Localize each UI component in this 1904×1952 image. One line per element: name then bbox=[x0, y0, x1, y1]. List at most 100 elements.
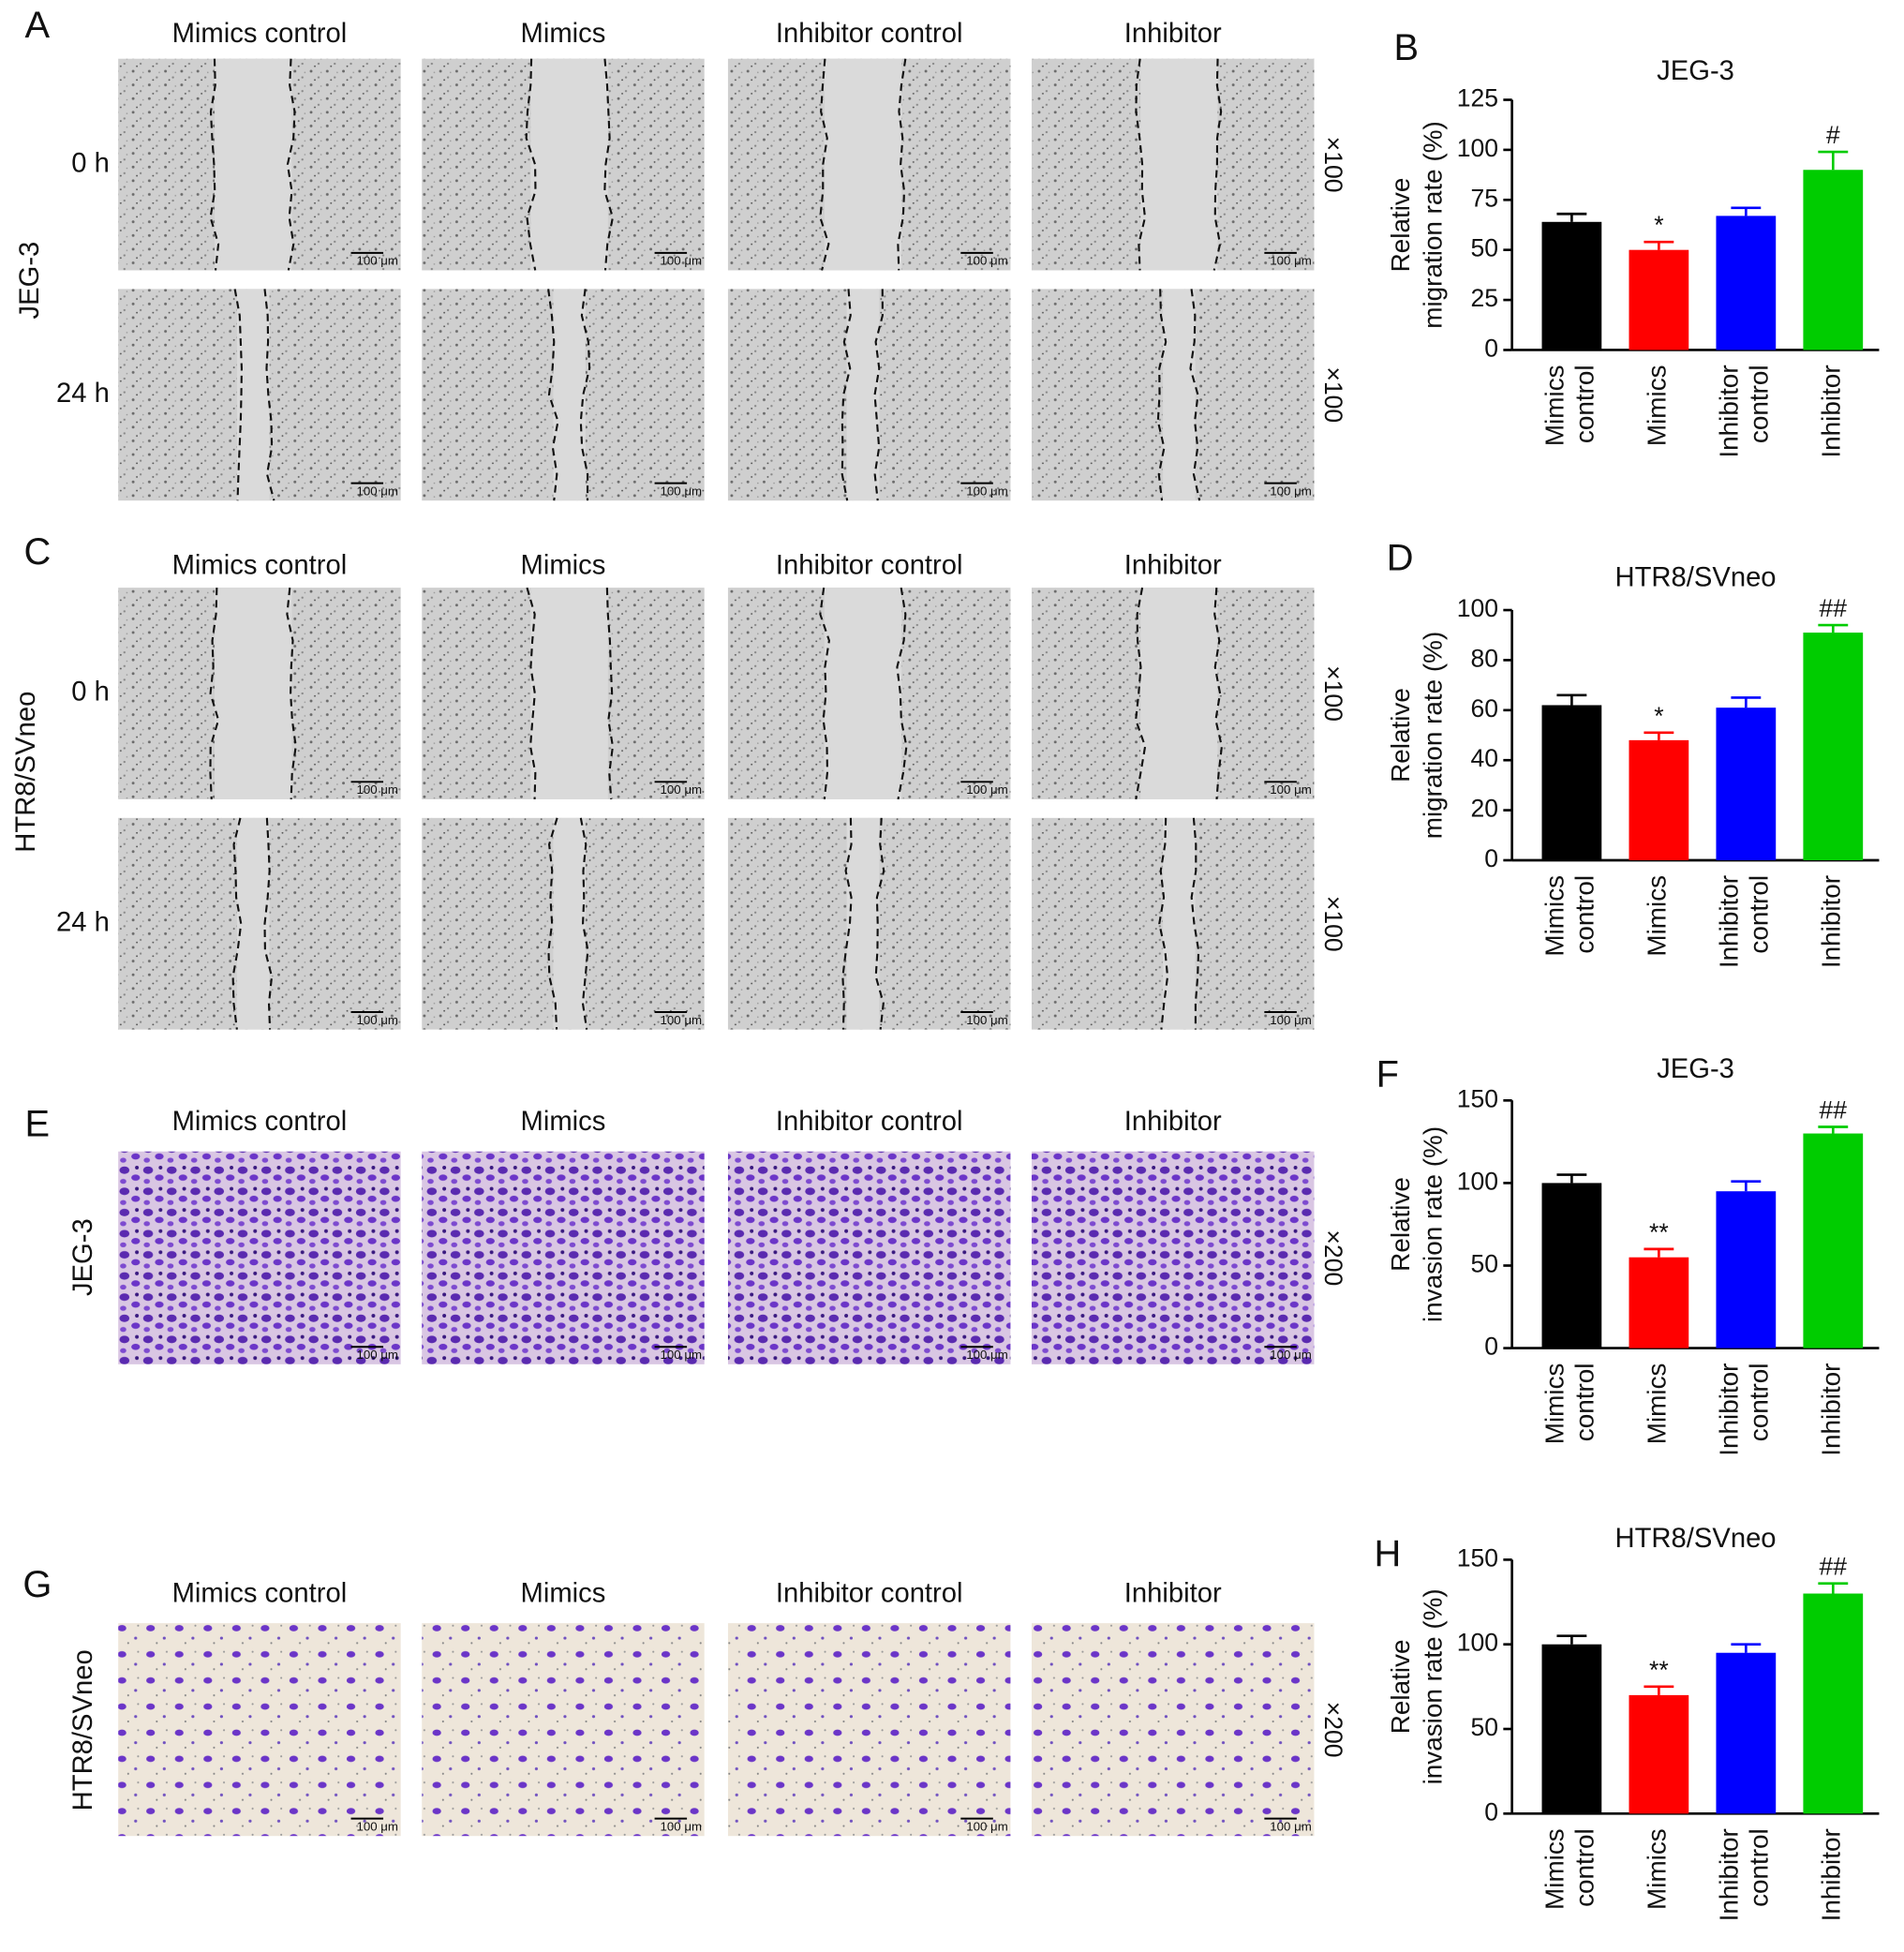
wound-gap bbox=[846, 817, 880, 1030]
scale-bar-label: 100 μm bbox=[356, 1819, 398, 1833]
x-tick-label: Mimics bbox=[1643, 365, 1672, 446]
x-tick-label: Mimicscontrol bbox=[1540, 875, 1599, 957]
wound-edge bbox=[1212, 58, 1223, 271]
y-axis-label: Relative bbox=[1386, 1639, 1415, 1734]
chart-title: JEG-3 bbox=[1657, 56, 1734, 86]
x-tick-label: Inhibitor bbox=[1817, 365, 1846, 457]
wound-edge bbox=[896, 587, 908, 800]
panel-letter: F bbox=[1376, 1054, 1399, 1095]
y-tick-label: 40 bbox=[1471, 744, 1499, 772]
bar bbox=[1716, 1191, 1777, 1349]
cell-line-label: JEG-3 bbox=[68, 1218, 98, 1296]
wound-gap bbox=[1140, 588, 1218, 799]
y-axis-label: Relative bbox=[1386, 178, 1415, 273]
x-tick-label-line: Mimics bbox=[1540, 365, 1569, 446]
y-tick-label: 50 bbox=[1471, 1713, 1499, 1741]
column-header: Inhibitor bbox=[1124, 1578, 1222, 1608]
y-tick-label: 100 bbox=[1457, 1629, 1498, 1657]
scale-bar-label: 100 μm bbox=[966, 1013, 1008, 1027]
wound-gap bbox=[1163, 289, 1196, 501]
y-tick-label: 60 bbox=[1471, 694, 1499, 723]
scale-bar-label: 100 μm bbox=[1270, 1013, 1312, 1027]
x-tick-label-line: Inhibitor bbox=[1715, 1828, 1744, 1921]
scale-bar-label: 100 μm bbox=[966, 782, 1008, 797]
y-tick-label: 150 bbox=[1457, 1543, 1498, 1572]
scale-bar-label: 100 μm bbox=[356, 484, 398, 498]
x-tick-label: Inhibitorcontrol bbox=[1715, 1363, 1774, 1456]
x-tick-label-line: Inhibitor bbox=[1715, 1363, 1744, 1456]
magnification: ×100 bbox=[1319, 366, 1347, 423]
wound-gap bbox=[824, 588, 902, 799]
column-header: Inhibitor control bbox=[776, 1578, 963, 1608]
wound-edge bbox=[1190, 817, 1200, 1030]
wound-edge bbox=[525, 58, 537, 271]
wound-gap bbox=[553, 817, 586, 1030]
y-tick-label: 150 bbox=[1457, 1084, 1498, 1112]
wound-edge bbox=[897, 58, 907, 271]
bar bbox=[1541, 705, 1602, 860]
panel-letter: B bbox=[1393, 27, 1419, 68]
scale-bar-label: 100 μm bbox=[356, 1013, 398, 1027]
wound-edge bbox=[874, 817, 885, 1030]
magnification: ×100 bbox=[1319, 665, 1347, 722]
y-axis-label: invasion rate (%) bbox=[1419, 1126, 1448, 1322]
y-tick-label: 50 bbox=[1471, 1250, 1499, 1278]
wound-edge bbox=[231, 817, 243, 1030]
wound-gap bbox=[530, 58, 608, 271]
wound-edge bbox=[1156, 289, 1168, 501]
y-axis-label: Relative bbox=[1386, 1177, 1415, 1272]
micrograph bbox=[727, 1623, 1011, 1837]
x-tick-label-line: control bbox=[1745, 1828, 1774, 1907]
significance-mark: * bbox=[1654, 702, 1663, 730]
y-tick-label: 75 bbox=[1471, 184, 1499, 212]
y-tick-label: 25 bbox=[1471, 284, 1499, 312]
wound-edge bbox=[1158, 817, 1169, 1030]
x-tick-label-line: Inhibitor bbox=[1715, 875, 1744, 968]
scale-bar-label: 100 μm bbox=[966, 1348, 1008, 1362]
wound-gap bbox=[824, 58, 902, 271]
scale-bar-label: 100 μm bbox=[661, 1013, 703, 1027]
cell-line-label: HTR8/SVneo bbox=[11, 692, 41, 853]
wound-edge bbox=[1135, 58, 1147, 271]
x-tick-label: Mimics bbox=[1643, 875, 1672, 957]
x-tick-label-line: control bbox=[1570, 365, 1599, 443]
micrograph bbox=[118, 1151, 401, 1364]
significance-mark: ## bbox=[1820, 1553, 1848, 1581]
x-tick-label: Mimics bbox=[1643, 1828, 1672, 1910]
wound-gap bbox=[553, 289, 586, 501]
x-tick-label: Mimicscontrol bbox=[1540, 1828, 1599, 1910]
wound-gap bbox=[1140, 58, 1218, 271]
scale-bar-label: 100 μm bbox=[356, 1348, 398, 1362]
wound-edge bbox=[209, 58, 220, 271]
bar bbox=[1541, 1644, 1602, 1814]
x-tick-label: Inhibitorcontrol bbox=[1715, 1828, 1774, 1921]
wound-edge bbox=[286, 588, 297, 799]
x-tick-label: Mimicscontrol bbox=[1540, 1363, 1599, 1445]
column-header: Mimics control bbox=[172, 1578, 348, 1608]
wound-edge bbox=[233, 289, 243, 501]
scale-bar-label: 100 μm bbox=[1270, 782, 1312, 797]
scale-bar-label: 100 μm bbox=[661, 1348, 703, 1362]
y-tick-label: 0 bbox=[1484, 1797, 1498, 1825]
wound-edge bbox=[263, 817, 274, 1030]
wound-edge bbox=[840, 289, 852, 501]
x-tick-label-line: control bbox=[1745, 875, 1774, 954]
y-tick-label: 100 bbox=[1457, 1167, 1498, 1195]
wound-edge bbox=[579, 289, 591, 501]
x-tick-label: Inhibitor bbox=[1817, 1363, 1846, 1456]
magnification: ×100 bbox=[1319, 137, 1347, 193]
wound-edge bbox=[263, 289, 275, 501]
x-tick-label-line: Mimics bbox=[1540, 1363, 1569, 1445]
bar bbox=[1716, 708, 1777, 860]
wound-edge bbox=[873, 289, 884, 501]
scale-bar-label: 100 μm bbox=[966, 254, 1008, 268]
bar bbox=[1803, 633, 1864, 860]
magnification: ×200 bbox=[1319, 1702, 1347, 1758]
x-tick-label-line: control bbox=[1745, 365, 1774, 443]
x-tick-label: Mimicscontrol bbox=[1540, 365, 1599, 446]
micrograph bbox=[422, 1623, 705, 1837]
column-header: Mimics bbox=[521, 550, 606, 580]
wound-edge bbox=[1189, 289, 1201, 501]
x-tick-label-line: Mimics bbox=[1540, 875, 1569, 957]
